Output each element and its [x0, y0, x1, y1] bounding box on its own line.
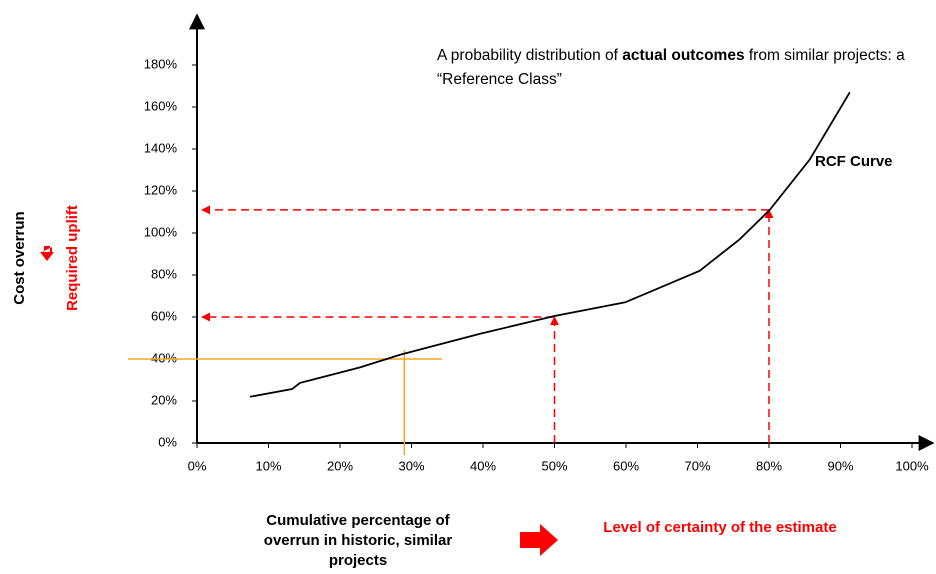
curve	[249, 91, 851, 398]
x-tick-label: 90%	[827, 458, 853, 473]
y-tick-label: 120%	[144, 182, 178, 197]
x-tick-label: 40%	[470, 458, 496, 473]
y-label: Required uplift	[64, 205, 81, 311]
y-tick-label: 40%	[151, 350, 177, 365]
arrow-icon	[40, 246, 54, 261]
x-tick-label: 30%	[398, 458, 424, 473]
x-tick-label: 20%	[327, 458, 353, 473]
y-label: Cost overrun	[11, 211, 28, 305]
x-tick-label: 80%	[756, 458, 782, 473]
y-tick-label: 20%	[151, 392, 177, 407]
x-tick-label: 60%	[613, 458, 639, 473]
x-tick-label: 10%	[255, 458, 281, 473]
y-tick-label: 0%	[158, 434, 177, 449]
x-label: Cumulative percentage of overrun in hist…	[263, 512, 453, 569]
x-tick-label: 0%	[188, 458, 207, 473]
y-tick-label: 80%	[151, 266, 177, 281]
y-tick-label: 140%	[144, 140, 178, 155]
y-tick-label: 180%	[144, 56, 178, 71]
annotation-bold: actual outcomes	[622, 47, 745, 64]
x-label: Level of certainty of the estimate	[603, 519, 837, 536]
annotation: A probability distribution of actual out…	[437, 44, 917, 92]
x-tick-label: 70%	[684, 458, 710, 473]
series-label: RCF Curve	[815, 153, 893, 170]
annotation-text: A probability distribution of	[437, 47, 623, 64]
y-tick-label: 60%	[151, 308, 177, 323]
annotation-text: from similar projects: a “Reference Clas…	[437, 47, 905, 88]
y-tick-label: 100%	[144, 224, 178, 239]
y-tick-label: 160%	[144, 98, 178, 113]
x-tick-label: 50%	[541, 458, 567, 473]
arrow-icon	[520, 524, 558, 556]
x-tick-label: 100%	[895, 458, 929, 473]
